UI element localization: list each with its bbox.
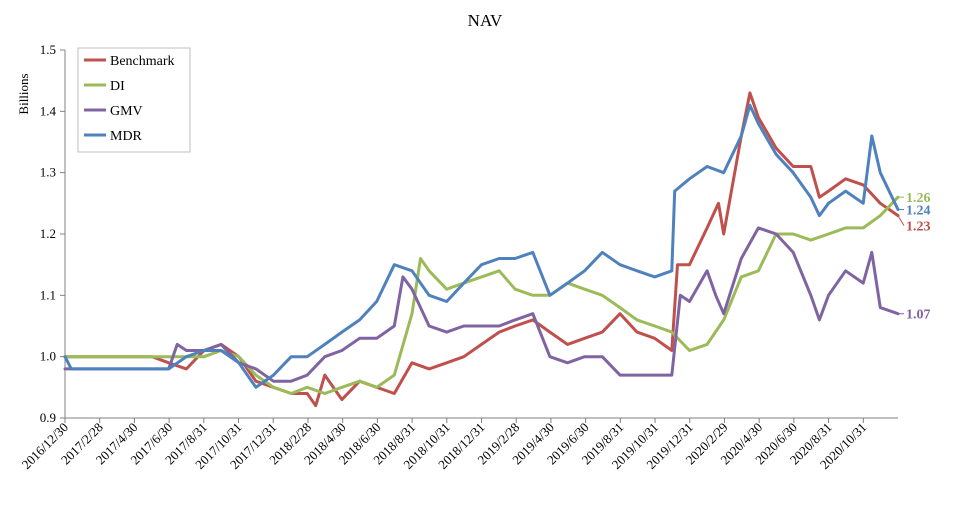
end-labels: 1.23 1.26 1.07 1.24 xyxy=(897,191,931,323)
end-label-benchmark: 1.23 xyxy=(906,220,931,235)
series-lines xyxy=(63,91,900,408)
end-label-gmv: 1.07 xyxy=(906,308,931,323)
y-axis-label: Billions xyxy=(16,73,31,114)
y-tick-label: 1.2 xyxy=(40,226,56,241)
end-label-leader xyxy=(897,215,905,226)
series-line-mdr xyxy=(63,103,900,389)
y-tick-label: 1.0 xyxy=(40,349,56,364)
y-tick-label: 1.4 xyxy=(40,103,57,118)
chart-title: NAV xyxy=(468,11,503,30)
y-tick-label: 1.5 xyxy=(40,42,56,57)
end-label-mdr: 1.24 xyxy=(906,203,931,218)
series-line-di xyxy=(63,195,900,395)
legend: Benchmark DI GMV MDR xyxy=(77,47,191,153)
y-tick-label: 1.1 xyxy=(40,287,56,302)
x-ticks: 2016/12/302017/2/282017/4/302017/6/30201… xyxy=(19,418,869,472)
end-label-di: 1.26 xyxy=(906,191,931,206)
legend-label-gmv: GMV xyxy=(110,104,143,119)
legend-label-di: DI xyxy=(110,79,125,94)
legend-label-benchmark: Benchmark xyxy=(110,54,175,69)
y-ticks: 0.9 1.0 1.1 1.2 1.3 1.4 1.5 xyxy=(40,42,65,425)
legend-label-mdr: MDR xyxy=(110,129,143,144)
y-tick-label: 1.3 xyxy=(40,165,56,180)
x-tick-label: 2016/12/30 xyxy=(19,420,71,472)
series-line-gmv xyxy=(63,226,900,383)
y-tick-label: 0.9 xyxy=(40,410,56,425)
